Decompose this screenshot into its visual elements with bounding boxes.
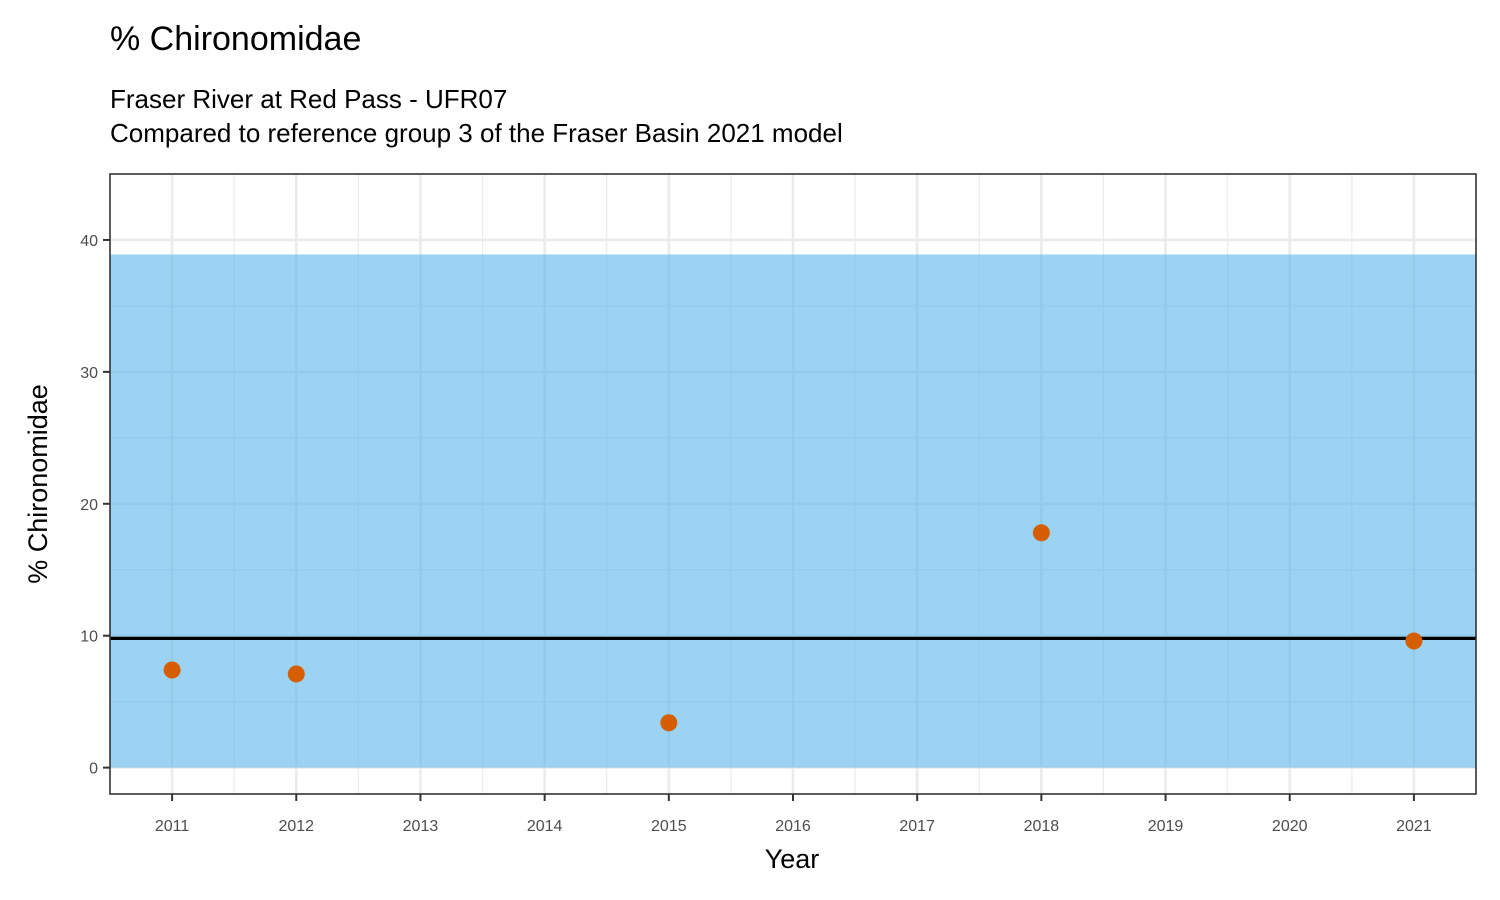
x-tick-label: 2014 [527,818,563,835]
data-point [163,661,181,679]
x-axis-title: Year [765,844,820,874]
x-tick-label: 2017 [899,818,935,835]
x-tick-label: 2015 [651,818,687,835]
chart-subtitle-reference: Compared to reference group 3 of the Fra… [110,118,843,148]
y-tick-label: 0 [89,761,98,778]
y-tick-label: 20 [80,497,98,514]
y-tick-label: 40 [80,233,98,250]
reference-band [110,254,1476,768]
x-tick-label: 2018 [1024,818,1060,835]
x-tick-label: 2012 [278,818,314,835]
data-points [163,524,1423,732]
y-tick-label: 30 [80,365,98,382]
x-tick-label: 2020 [1272,818,1308,835]
y-axis-title: % Chironomidae [23,384,53,584]
x-tick-label: 2021 [1396,818,1432,835]
data-point [660,714,678,732]
x-tick-label: 2013 [403,818,439,835]
chart-subtitle-site: Fraser River at Red Pass - UFR07 [110,84,508,114]
reference-band-layer [110,254,1476,768]
data-point [287,665,305,683]
x-tick-label: 2019 [1148,818,1184,835]
chart-title: % Chironomidae [110,20,362,58]
data-point [1032,524,1050,542]
data-point [1405,632,1423,650]
x-tick-label: 2016 [775,818,811,835]
y-tick-label: 10 [80,629,98,646]
x-tick-label: 2011 [155,818,190,835]
axes: 0 10 20 30 40 2011 2012 2013 2014 2015 2016 2017 201… [80,233,1432,835]
